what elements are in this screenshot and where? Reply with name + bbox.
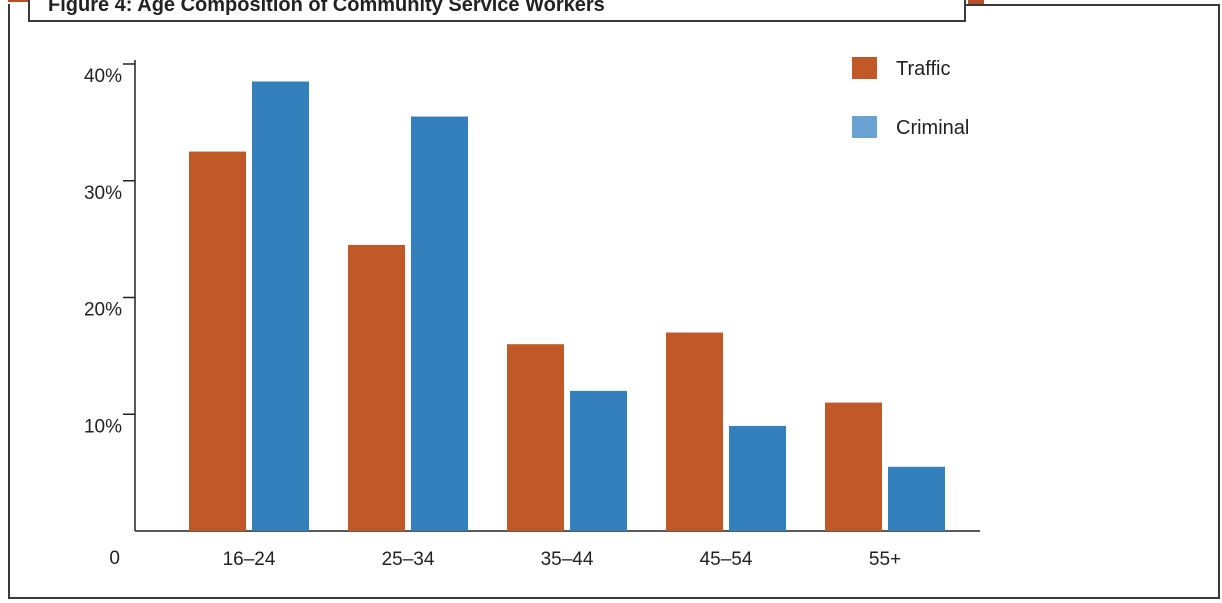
y-tick-label: 10% <box>84 416 122 437</box>
accent-mark-left <box>8 0 28 2</box>
accent-mark-right <box>968 0 984 4</box>
bar-criminal-1 <box>411 116 468 531</box>
bar-traffic-1 <box>348 244 405 531</box>
bar-traffic-2 <box>507 344 564 531</box>
bar-traffic-0 <box>189 151 246 531</box>
bar-traffic-3 <box>666 332 723 531</box>
bar-traffic-4 <box>825 402 882 531</box>
bar-criminal-0 <box>252 81 309 531</box>
legend-label-traffic: Traffic <box>896 58 950 80</box>
legend-label-criminal: Criminal <box>896 117 969 139</box>
bar-criminal-2 <box>570 390 627 531</box>
legend: Traffic Criminal <box>852 57 969 139</box>
frame-top-border <box>966 4 1220 6</box>
y-tick-label: 20% <box>84 300 122 321</box>
bar-criminal-3 <box>729 425 786 531</box>
y-tick-label: 30% <box>84 183 122 204</box>
x-tick-label: 25–34 <box>382 549 435 570</box>
bars <box>189 81 945 531</box>
y-tick-label: 40% <box>84 66 122 87</box>
x-tick-labels: 16–24 25–34 35–44 45–54 55+ <box>223 549 902 570</box>
chart-frame <box>8 4 1220 599</box>
x-tick-label: 55+ <box>869 549 901 570</box>
bar-criminal-4 <box>888 466 945 531</box>
x-tick-label: 45–54 <box>700 549 753 570</box>
y-tick-label: 0 <box>109 548 120 569</box>
chart-title: Figure 4: Age Composition of Community S… <box>48 0 605 16</box>
title-box: Figure 4: Age Composition of Community S… <box>28 0 966 22</box>
legend-swatch-criminal <box>852 116 877 138</box>
legend-swatch-traffic <box>852 57 877 79</box>
x-tick-label: 35–44 <box>541 549 594 570</box>
y-ticks: 0 10% 20% 30% 40% <box>84 63 135 569</box>
x-tick-label: 16–24 <box>223 549 276 570</box>
